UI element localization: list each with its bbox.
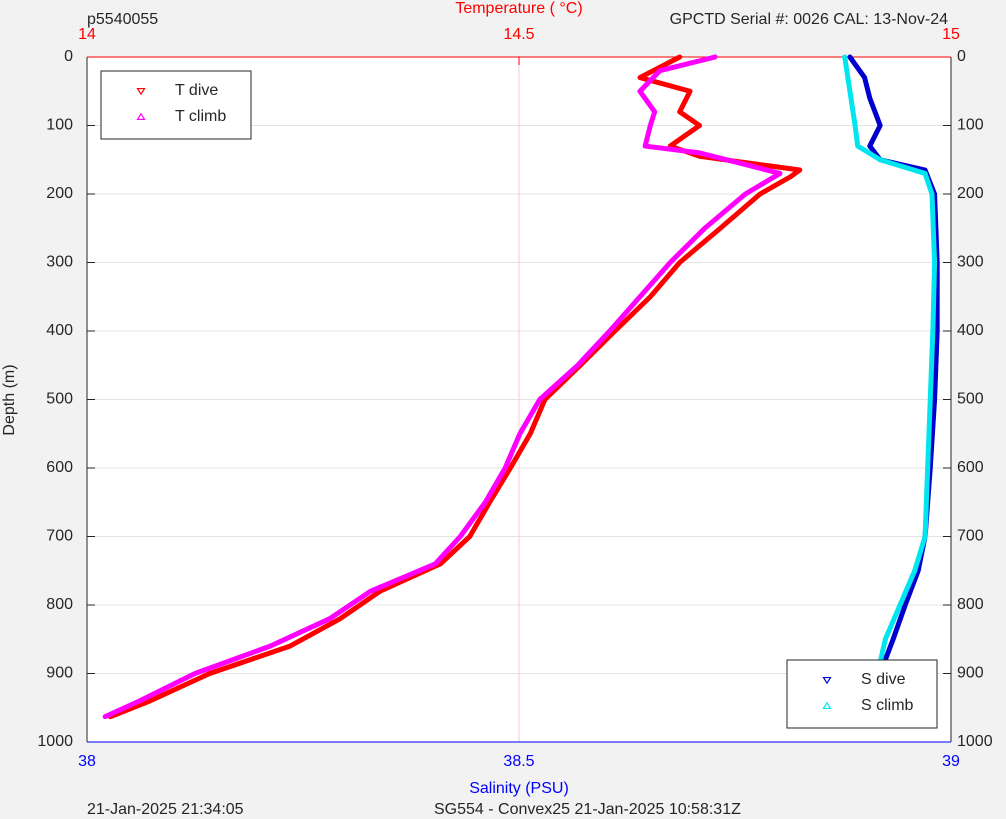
y-tick-label: 1000 <box>37 733 73 750</box>
series-line <box>842 54 938 721</box>
y-tick-label-right: 300 <box>957 254 984 271</box>
footer-left: 21-Jan-2025 21:34:05 <box>87 801 244 818</box>
y-tick-label-right: 100 <box>957 117 984 134</box>
y-tick-label-right: 400 <box>957 322 984 339</box>
title-right: GPCTD Serial #: 0026 CAL: 13-Nov-24 <box>670 11 948 28</box>
legend-marker <box>822 701 832 710</box>
y-tick-label: 300 <box>46 254 73 271</box>
legend-marker <box>822 676 832 685</box>
y-tick-label: 700 <box>46 528 73 545</box>
legend-label: T dive <box>175 82 218 99</box>
legend-marker <box>136 112 146 121</box>
x-tick-label: 39 <box>942 753 960 770</box>
legend-box <box>100 70 252 140</box>
legend-box <box>786 659 938 729</box>
series-line <box>102 54 783 720</box>
x-tick-label: 38 <box>78 753 96 770</box>
legend-label: T climb <box>175 108 226 125</box>
y-tick-label: 100 <box>46 117 73 134</box>
y-tick-label-right: 200 <box>957 185 984 202</box>
y-tick-label: 0 <box>64 48 73 65</box>
y-tick-label-right: 0 <box>957 48 966 65</box>
legend-marker <box>136 87 146 96</box>
y-tick-label-right: 700 <box>957 528 984 545</box>
x-tick-label: 38.5 <box>503 753 534 770</box>
footer-center: SG554 - Convex25 21-Jan-2025 10:58:31Z <box>434 801 741 818</box>
y-tick-label: 900 <box>46 665 73 682</box>
x2-tick-label: 14.5 <box>503 26 534 43</box>
y-tick-label: 600 <box>46 459 73 476</box>
y-axis-label: Depth (m) <box>1 364 18 435</box>
y-tick-label: 200 <box>46 185 73 202</box>
legend-label: S dive <box>861 671 906 688</box>
y-tick-label-right: 900 <box>957 665 984 682</box>
y-tick-label-right: 1000 <box>957 733 993 750</box>
y-tick-label-right: 800 <box>957 596 984 613</box>
title-left: p5540055 <box>87 11 158 28</box>
x2-tick-label: 14 <box>78 26 96 43</box>
series-line <box>847 54 940 721</box>
legend-label: S climb <box>861 697 914 714</box>
y-tick-label-right: 500 <box>957 391 984 408</box>
y-tick-label: 400 <box>46 322 73 339</box>
y-tick-label: 500 <box>46 391 73 408</box>
x2-tick-label: 15 <box>942 26 960 43</box>
y-tick-label: 800 <box>46 596 73 613</box>
x-axis-label: Salinity (PSU) <box>469 780 569 797</box>
y-tick-label-right: 600 <box>957 459 984 476</box>
series-line <box>107 54 803 720</box>
x2-axis-label: Temperature ( °C) <box>455 0 582 17</box>
